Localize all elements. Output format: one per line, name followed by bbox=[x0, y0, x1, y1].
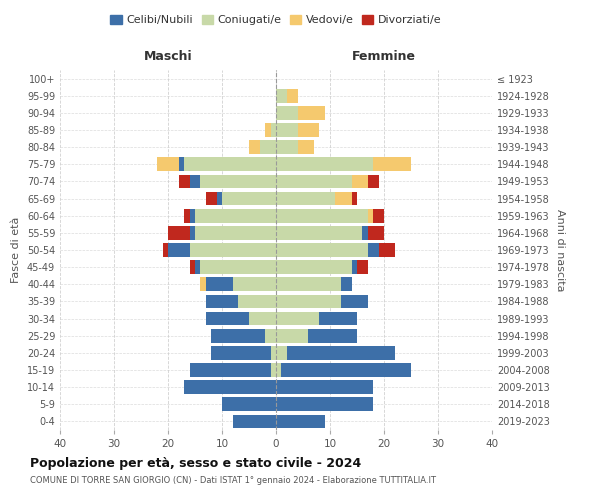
Bar bbox=[362, 226, 368, 239]
Bar bbox=[287, 89, 298, 102]
Bar bbox=[341, 278, 352, 291]
Bar bbox=[357, 260, 368, 274]
Bar bbox=[281, 363, 411, 377]
Bar bbox=[190, 243, 276, 257]
Bar bbox=[276, 243, 368, 257]
Bar bbox=[265, 329, 276, 342]
Bar bbox=[211, 329, 265, 342]
Bar bbox=[276, 260, 352, 274]
Bar bbox=[271, 346, 276, 360]
Bar bbox=[249, 140, 260, 154]
Bar bbox=[368, 174, 379, 188]
Bar bbox=[276, 140, 298, 154]
Bar bbox=[276, 329, 308, 342]
Bar bbox=[341, 294, 368, 308]
Bar bbox=[287, 346, 395, 360]
Bar bbox=[276, 398, 373, 411]
Bar bbox=[265, 123, 271, 137]
Bar bbox=[276, 278, 341, 291]
Bar bbox=[276, 346, 287, 360]
Bar bbox=[200, 260, 276, 274]
Bar bbox=[373, 158, 411, 171]
Text: Maschi: Maschi bbox=[143, 50, 193, 62]
Bar bbox=[368, 226, 384, 239]
Bar bbox=[276, 209, 368, 222]
Bar bbox=[238, 294, 276, 308]
Bar bbox=[276, 414, 325, 428]
Bar bbox=[276, 89, 287, 102]
Bar bbox=[179, 174, 190, 188]
Bar bbox=[352, 174, 368, 188]
Bar bbox=[271, 123, 276, 137]
Bar bbox=[184, 380, 276, 394]
Bar bbox=[168, 243, 190, 257]
Bar bbox=[379, 243, 395, 257]
Bar bbox=[260, 140, 276, 154]
Text: Popolazione per età, sesso e stato civile - 2024: Popolazione per età, sesso e stato civil… bbox=[30, 458, 361, 470]
Bar bbox=[368, 243, 379, 257]
Bar bbox=[179, 158, 184, 171]
Bar bbox=[206, 312, 249, 326]
Bar bbox=[217, 192, 222, 205]
Bar bbox=[276, 363, 281, 377]
Text: Femmine: Femmine bbox=[352, 50, 416, 62]
Bar bbox=[276, 380, 373, 394]
Bar bbox=[206, 294, 238, 308]
Bar bbox=[276, 158, 373, 171]
Legend: Celibi/Nubili, Coniugati/e, Vedovi/e, Divorziati/e: Celibi/Nubili, Coniugati/e, Vedovi/e, Di… bbox=[106, 10, 446, 30]
Bar bbox=[211, 346, 271, 360]
Bar bbox=[271, 363, 276, 377]
Bar bbox=[184, 209, 190, 222]
Bar bbox=[184, 158, 276, 171]
Bar bbox=[276, 294, 341, 308]
Bar bbox=[222, 192, 276, 205]
Bar bbox=[195, 226, 276, 239]
Bar bbox=[352, 260, 357, 274]
Bar bbox=[190, 363, 271, 377]
Y-axis label: Fasce di età: Fasce di età bbox=[11, 217, 21, 283]
Text: COMUNE DI TORRE SAN GIORGIO (CN) - Dati ISTAT 1° gennaio 2024 - Elaborazione TUT: COMUNE DI TORRE SAN GIORGIO (CN) - Dati … bbox=[30, 476, 436, 485]
Bar bbox=[233, 414, 276, 428]
Bar bbox=[308, 329, 357, 342]
Bar bbox=[157, 158, 179, 171]
Bar bbox=[276, 174, 352, 188]
Bar bbox=[276, 123, 298, 137]
Bar bbox=[163, 243, 168, 257]
Bar bbox=[276, 226, 362, 239]
Bar bbox=[352, 192, 357, 205]
Bar bbox=[190, 209, 195, 222]
Bar bbox=[298, 140, 314, 154]
Bar bbox=[319, 312, 357, 326]
Bar bbox=[206, 192, 217, 205]
Bar bbox=[276, 312, 319, 326]
Bar bbox=[335, 192, 352, 205]
Bar bbox=[373, 209, 384, 222]
Bar bbox=[168, 226, 190, 239]
Bar bbox=[195, 260, 200, 274]
Y-axis label: Anni di nascita: Anni di nascita bbox=[555, 209, 565, 291]
Bar bbox=[200, 278, 206, 291]
Bar bbox=[276, 192, 335, 205]
Bar bbox=[298, 123, 319, 137]
Bar bbox=[276, 106, 298, 120]
Bar bbox=[222, 398, 276, 411]
Bar bbox=[200, 174, 276, 188]
Bar bbox=[233, 278, 276, 291]
Bar bbox=[249, 312, 276, 326]
Bar bbox=[206, 278, 233, 291]
Bar bbox=[190, 260, 195, 274]
Bar bbox=[298, 106, 325, 120]
Bar bbox=[190, 174, 200, 188]
Bar bbox=[195, 209, 276, 222]
Bar bbox=[368, 209, 373, 222]
Bar bbox=[190, 226, 195, 239]
